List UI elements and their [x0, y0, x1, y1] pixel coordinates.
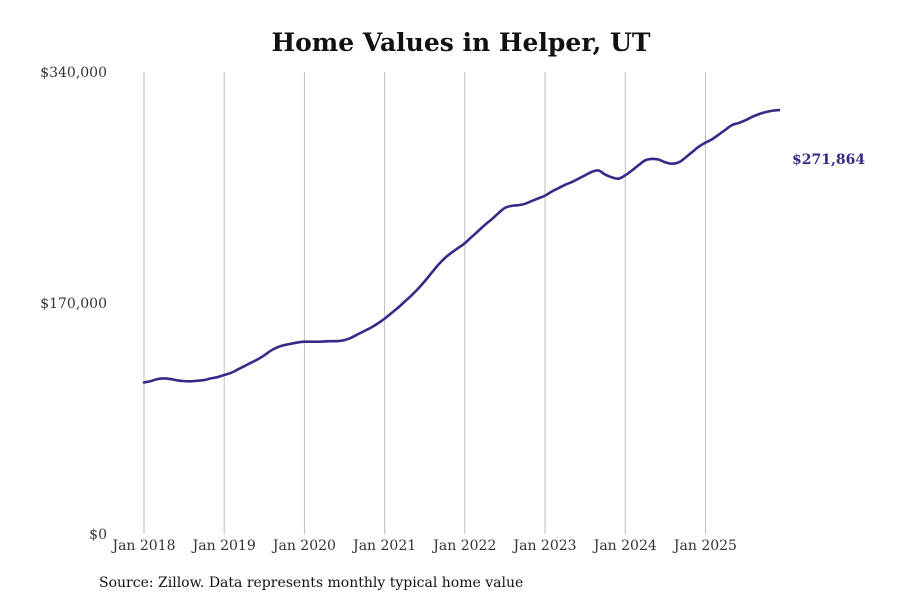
- grid-lines: [143, 72, 706, 534]
- chart-title: Home Values in Helper, UT: [272, 28, 651, 57]
- y-tick-label: $170,000: [40, 296, 107, 312]
- home-value-series-line: [142, 108, 781, 384]
- x-axis-ticks: Jan 2018 Jan 2019 Jan 2020 Jan 2021 Jan 2022…: [110, 538, 737, 554]
- y-tick-label: $0: [89, 527, 107, 543]
- x-tick-label: Jan 2025: [672, 538, 737, 554]
- source-note: Source: Zillow. Data represents monthly …: [99, 575, 523, 591]
- x-tick-label: Jan 2022: [431, 538, 496, 554]
- y-axis-ticks: $0 $170,000 $340,000: [40, 65, 107, 543]
- x-tick-label: Jan 2019: [191, 538, 256, 554]
- x-tick-label: Jan 2021: [351, 538, 416, 554]
- x-tick-label: Jan 2024: [592, 538, 657, 554]
- x-tick-label: Jan 2023: [512, 538, 577, 554]
- x-tick-label: Jan 2018: [110, 538, 175, 554]
- latest-value-label: $271,864: [792, 152, 865, 168]
- y-tick-label: $340,000: [40, 65, 107, 81]
- x-tick-label: Jan 2020: [271, 538, 336, 554]
